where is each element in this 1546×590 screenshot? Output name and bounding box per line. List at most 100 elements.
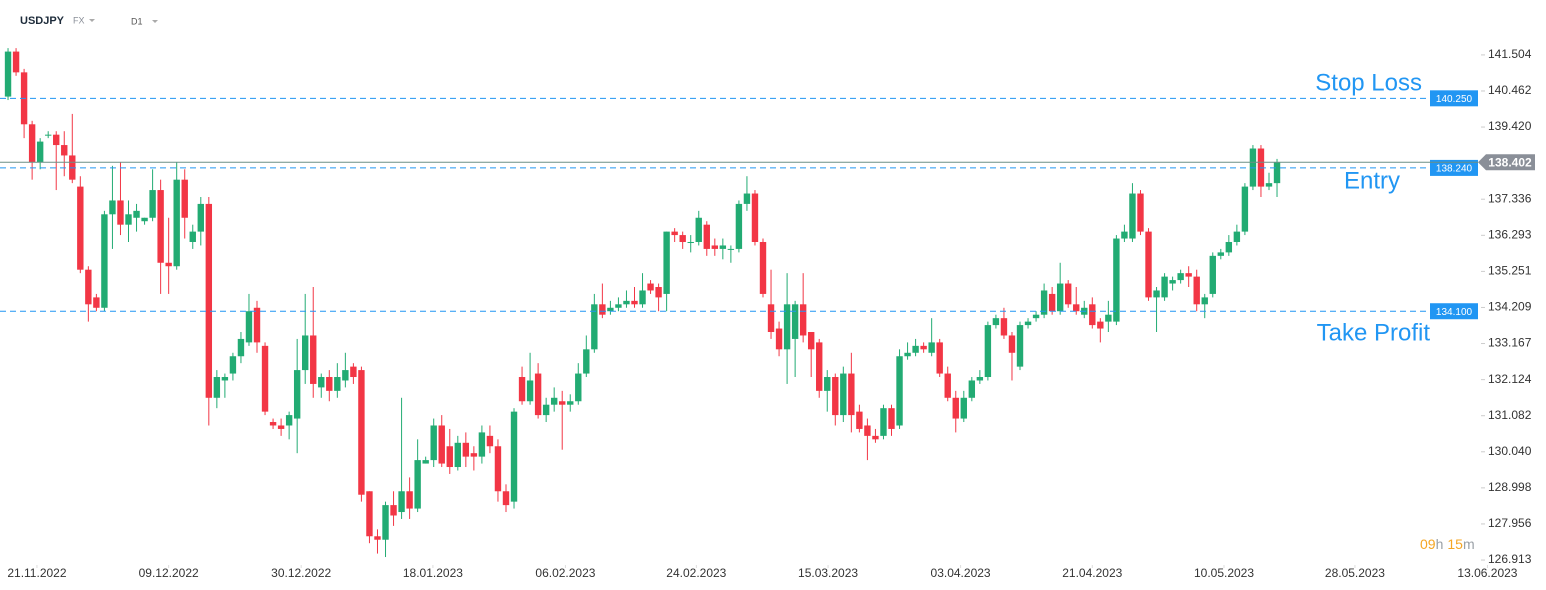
candle-body	[1024, 321, 1032, 326]
x-tick-label: 13.06.2023	[1457, 566, 1517, 580]
level-box	[1430, 90, 1478, 107]
candle-body	[462, 442, 470, 457]
candle-body	[623, 300, 630, 305]
x-tick-label: 03.04.2023	[931, 566, 991, 580]
candle-body	[783, 304, 791, 350]
candle-body	[952, 397, 959, 419]
candle-body	[968, 380, 976, 398]
candle-body	[414, 460, 421, 509]
market[interactable]: FX	[73, 15, 85, 25]
candle-body	[366, 491, 373, 537]
y-tick-label: 130.040	[1488, 444, 1532, 458]
candle-body	[615, 304, 622, 308]
candle-body	[438, 425, 445, 464]
y-tick-label: 135.251	[1488, 264, 1532, 278]
candle-body	[229, 356, 237, 374]
candle-body	[1008, 335, 1016, 353]
candle-body	[4, 51, 12, 97]
candle-body	[374, 536, 381, 540]
timeframe[interactable]: D1	[131, 16, 143, 26]
candle-body	[816, 342, 823, 391]
x-tick-label: 15.03.2023	[798, 566, 858, 580]
candle-body	[743, 193, 751, 204]
y-tick-label: 127.956	[1488, 516, 1532, 530]
candle-body	[1273, 162, 1281, 184]
candle-body	[848, 373, 855, 416]
candle-body	[751, 193, 759, 242]
candle-body	[864, 425, 871, 436]
candle-body	[518, 377, 526, 402]
candle-body	[36, 141, 44, 163]
candle-body	[269, 422, 277, 426]
candle-body	[607, 307, 614, 312]
candle-body	[896, 356, 903, 426]
candle-body	[334, 377, 341, 391]
candle-body	[1209, 255, 1216, 294]
candle-body	[1233, 231, 1241, 242]
candle-body	[639, 290, 646, 305]
candle-body	[711, 245, 719, 249]
candle-body	[1265, 183, 1273, 187]
candle-body	[1201, 297, 1208, 305]
candle-body	[446, 446, 453, 468]
candle-body	[61, 145, 68, 156]
timer-hours-unit: h	[1436, 536, 1444, 552]
candle-body	[663, 231, 670, 294]
candle-body	[245, 311, 253, 343]
candle-body	[1032, 314, 1040, 319]
candle-body	[567, 401, 574, 405]
y-tick-label: 131.082	[1488, 408, 1532, 422]
caret[interactable]	[152, 20, 158, 23]
candle-body	[181, 179, 188, 218]
candle-body	[350, 366, 357, 378]
candle-body	[1137, 193, 1144, 232]
candle-body	[478, 432, 486, 457]
candle-body	[12, 51, 20, 73]
candle-body	[591, 304, 598, 350]
level-price: 138.240	[1436, 164, 1473, 175]
candle-body	[285, 415, 293, 426]
candle-body	[703, 224, 710, 249]
candle-body	[1048, 293, 1056, 312]
candle-body	[904, 352, 911, 357]
candle-body	[253, 307, 261, 343]
candle-body	[1185, 273, 1192, 277]
candle-body	[85, 269, 92, 305]
candle-body	[125, 214, 132, 225]
candle-body	[1073, 304, 1080, 312]
candle-body	[984, 325, 992, 378]
timer-minutes: 15	[1447, 536, 1463, 552]
candle-body	[671, 231, 678, 236]
candle-body	[976, 377, 984, 381]
candle-body	[28, 124, 36, 163]
candle-body	[840, 373, 847, 416]
candle-body	[173, 179, 180, 267]
candle-body	[237, 338, 245, 357]
x-tick-label: 24.02.2023	[666, 566, 726, 580]
x-tick-label: 21.11.2022	[7, 566, 66, 580]
symbol[interactable]: USDJPY	[20, 15, 65, 27]
candle-body	[221, 377, 229, 381]
candle-body	[44, 134, 52, 136]
candle-body	[775, 328, 783, 350]
candle-body	[719, 245, 727, 249]
candle-body	[1056, 283, 1064, 312]
candle-body	[382, 505, 389, 540]
level-name: Stop Loss	[1315, 70, 1422, 97]
last-price-label: 138.402	[1488, 155, 1532, 169]
level-price: 140.250	[1436, 94, 1473, 105]
y-tick-label: 139.420	[1488, 119, 1532, 133]
candle-body	[486, 435, 494, 447]
caret[interactable]	[89, 19, 95, 22]
timer: 09h 15m	[1420, 536, 1475, 552]
candle-body	[759, 241, 767, 294]
candle-body	[542, 404, 550, 416]
candle-body	[888, 408, 895, 429]
candle-body	[302, 335, 309, 371]
level-price: 134.100	[1436, 307, 1473, 318]
candle-body	[93, 297, 100, 308]
candle-body	[117, 200, 124, 225]
candle-body	[960, 397, 967, 419]
timer-hours: 09	[1420, 536, 1436, 552]
candle-body	[510, 411, 518, 502]
